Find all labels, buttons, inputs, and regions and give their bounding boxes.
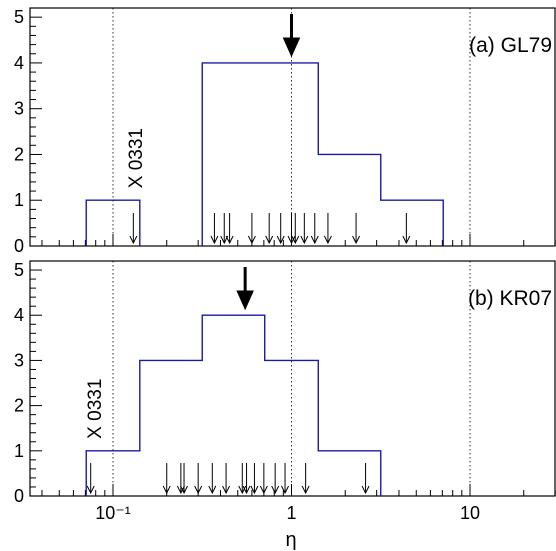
source-arrow-head bbox=[301, 485, 310, 495]
y-tick-label: 3 bbox=[14, 350, 24, 370]
source-arrow-head bbox=[250, 485, 259, 495]
y-tick-label: 4 bbox=[14, 53, 24, 73]
x-tick-label: 10⁻¹ bbox=[95, 503, 131, 523]
x-tick-label: 1 bbox=[286, 503, 296, 523]
source-arrow-head bbox=[361, 485, 370, 495]
x-tick-label: 10 bbox=[460, 503, 480, 523]
source-arrow-head bbox=[310, 235, 319, 245]
source-arrow-head bbox=[86, 485, 95, 495]
source-arrow-head bbox=[323, 235, 332, 245]
histogram-outline bbox=[85, 62, 444, 246]
panel-a: (a) GL79 0 1 2 3 4 5 X 0331 bbox=[14, 7, 556, 256]
mean-arrow-head bbox=[236, 290, 254, 311]
source-arrow-head bbox=[271, 485, 280, 495]
source-arrow-head bbox=[287, 235, 296, 245]
source-arrow-head bbox=[291, 235, 300, 245]
source-arrow-head bbox=[259, 485, 268, 495]
panel-label-b: (b) KR07 bbox=[468, 287, 552, 310]
histogram-outline bbox=[85, 314, 382, 496]
source-arrow-head bbox=[194, 485, 203, 495]
source-arrow-head bbox=[162, 485, 171, 495]
annotation-source-name: X 0331 bbox=[85, 379, 106, 439]
source-arrow-head bbox=[402, 235, 411, 245]
source-arrow-head bbox=[300, 235, 309, 245]
y-tick-label: 0 bbox=[14, 486, 24, 506]
source-arrow-head bbox=[247, 235, 256, 245]
source-arrow-head bbox=[352, 235, 361, 245]
source-arrow-head bbox=[281, 485, 289, 495]
y-tick-label: 1 bbox=[14, 190, 24, 210]
y-tick-label: 1 bbox=[14, 441, 24, 461]
x-axis-title: η bbox=[285, 529, 296, 551]
mean-arrow-head bbox=[282, 37, 301, 58]
source-arrow-head bbox=[176, 485, 185, 495]
y-tick-label: 5 bbox=[14, 260, 24, 280]
source-arrow-head bbox=[208, 485, 217, 495]
source-arrow-head bbox=[242, 485, 251, 495]
y-tick-label: 0 bbox=[14, 236, 24, 256]
source-arrow-head bbox=[180, 485, 188, 495]
source-arrow-head bbox=[129, 235, 138, 245]
y-tick-label: 4 bbox=[14, 305, 24, 325]
y-tick-label: 3 bbox=[14, 99, 24, 119]
source-arrow-head bbox=[276, 235, 285, 245]
source-arrow-head bbox=[210, 235, 219, 245]
annotation-source-name: X 0331 bbox=[126, 128, 147, 188]
y-tick-label: 2 bbox=[14, 144, 24, 164]
source-arrow-head bbox=[220, 235, 229, 245]
panel-label-a: (a) GL79 bbox=[469, 34, 552, 57]
source-arrow-head bbox=[222, 485, 231, 495]
panel-b: (b) KR07 0 1 2 3 4 5 10⁻¹ 1 10 X 0331 bbox=[14, 260, 556, 523]
y-tick-label: 2 bbox=[14, 396, 24, 416]
y-tick-label: 5 bbox=[14, 7, 24, 27]
source-arrow-head bbox=[225, 235, 234, 245]
source-arrow-head bbox=[265, 235, 274, 245]
